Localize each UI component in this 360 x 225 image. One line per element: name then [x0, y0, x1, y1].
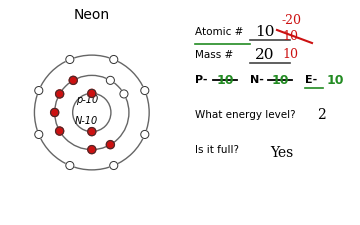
- Text: Atomic #: Atomic #: [195, 27, 243, 37]
- Text: What energy level?: What energy level?: [195, 110, 296, 120]
- Text: 2: 2: [317, 108, 326, 122]
- Circle shape: [69, 76, 77, 84]
- Text: 10: 10: [217, 74, 234, 86]
- Text: E-: E-: [305, 75, 317, 85]
- Text: 10: 10: [255, 25, 275, 39]
- Circle shape: [35, 130, 43, 139]
- Circle shape: [66, 55, 74, 63]
- Text: p-10: p-10: [76, 95, 98, 106]
- Text: 10: 10: [282, 49, 298, 61]
- Text: 10: 10: [282, 31, 298, 43]
- Circle shape: [88, 89, 96, 97]
- Circle shape: [141, 86, 149, 94]
- Text: N-10: N-10: [75, 115, 98, 126]
- Text: Yes: Yes: [270, 146, 293, 160]
- Circle shape: [110, 162, 118, 170]
- Circle shape: [51, 108, 59, 117]
- Circle shape: [35, 86, 43, 94]
- Circle shape: [55, 90, 64, 98]
- Circle shape: [88, 146, 96, 154]
- Text: Neon: Neon: [74, 8, 110, 22]
- Text: Mass #: Mass #: [195, 50, 233, 60]
- Text: 20: 20: [255, 48, 275, 62]
- Text: 10: 10: [272, 74, 289, 86]
- Circle shape: [88, 128, 96, 136]
- Circle shape: [55, 127, 64, 135]
- Text: P-: P-: [195, 75, 207, 85]
- Circle shape: [110, 55, 118, 63]
- Text: -20: -20: [282, 14, 302, 27]
- Text: Is it full?: Is it full?: [195, 145, 239, 155]
- Text: N-: N-: [250, 75, 264, 85]
- Circle shape: [106, 76, 114, 84]
- Text: 10: 10: [327, 74, 345, 86]
- Circle shape: [141, 130, 149, 139]
- Circle shape: [106, 141, 114, 149]
- Circle shape: [66, 162, 74, 170]
- Circle shape: [120, 90, 128, 98]
